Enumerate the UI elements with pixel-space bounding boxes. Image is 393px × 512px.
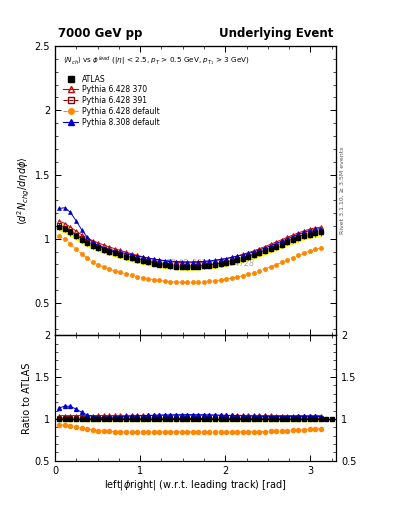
Y-axis label: Ratio to ATLAS: Ratio to ATLAS xyxy=(22,362,32,434)
Text: ATLAS_2010_S8894728: ATLAS_2010_S8894728 xyxy=(165,259,255,267)
X-axis label: left|$\phi$right| (w.r.t. leading track) [rad]: left|$\phi$right| (w.r.t. leading track)… xyxy=(104,478,287,493)
Y-axis label: $\langle d^2 N_{chg}/d\eta d\phi\rangle$: $\langle d^2 N_{chg}/d\eta d\phi\rangle$ xyxy=(16,156,32,225)
Legend: ATLAS, Pythia 6.428 370, Pythia 6.428 391, Pythia 6.428 default, Pythia 8.308 de: ATLAS, Pythia 6.428 370, Pythia 6.428 39… xyxy=(62,73,161,129)
Text: 7000 GeV pp: 7000 GeV pp xyxy=(58,27,142,40)
Y-axis label: Rivet 3.1.10, ≥ 3.5M events: Rivet 3.1.10, ≥ 3.5M events xyxy=(340,147,345,234)
Text: Underlying Event: Underlying Event xyxy=(219,27,333,40)
Text: $\langle N_{ch}\rangle$ vs $\phi^{lead}$ (|$\eta$| < 2.5, $p_T$ > 0.5 GeV, $p_{T: $\langle N_{ch}\rangle$ vs $\phi^{lead}$… xyxy=(63,55,250,68)
